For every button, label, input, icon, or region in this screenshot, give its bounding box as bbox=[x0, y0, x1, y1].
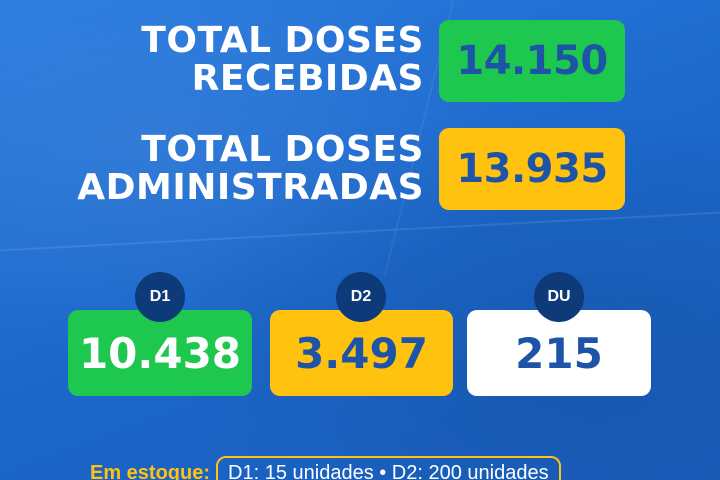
dose-d1-value-box: 10.438 bbox=[68, 310, 252, 396]
total-recebidas-label: TOTAL DOSES RECEBIDAS bbox=[141, 22, 424, 98]
dose-d1-badge: D1 bbox=[135, 272, 185, 322]
stock-label: Em estoque: bbox=[90, 462, 211, 480]
total-recebidas-value-box: 14.150 bbox=[439, 20, 625, 102]
total-recebidas-label-line2: RECEBIDAS bbox=[191, 58, 424, 99]
total-administradas-value: 13.935 bbox=[456, 146, 608, 192]
total-administradas-label-line2: ADMINISTRADAS bbox=[77, 167, 424, 208]
total-recebidas-label-line1: TOTAL DOSES bbox=[141, 20, 424, 61]
total-administradas-label-line1: TOTAL DOSES bbox=[141, 129, 424, 170]
dose-d2-badge: D2 bbox=[336, 272, 386, 322]
dose-du-value-box: 215 bbox=[467, 310, 651, 396]
dose-d2-value: 3.497 bbox=[295, 328, 428, 378]
total-administradas-value-box: 13.935 bbox=[439, 128, 625, 210]
stock-info: Em estoque: D1: 15 unidades • D2: 200 un… bbox=[90, 456, 561, 480]
total-recebidas-value: 14.150 bbox=[456, 38, 608, 84]
dose-d1-value: 10.438 bbox=[78, 328, 242, 378]
total-administradas-label: TOTAL DOSES ADMINISTRADAS bbox=[77, 131, 424, 207]
dose-du-value: 215 bbox=[515, 328, 603, 378]
dose-d2-value-box: 3.497 bbox=[270, 310, 453, 396]
dose-du-badge: DU bbox=[534, 272, 584, 322]
stock-detail: D1: 15 unidades • D2: 200 unidades bbox=[216, 456, 561, 480]
